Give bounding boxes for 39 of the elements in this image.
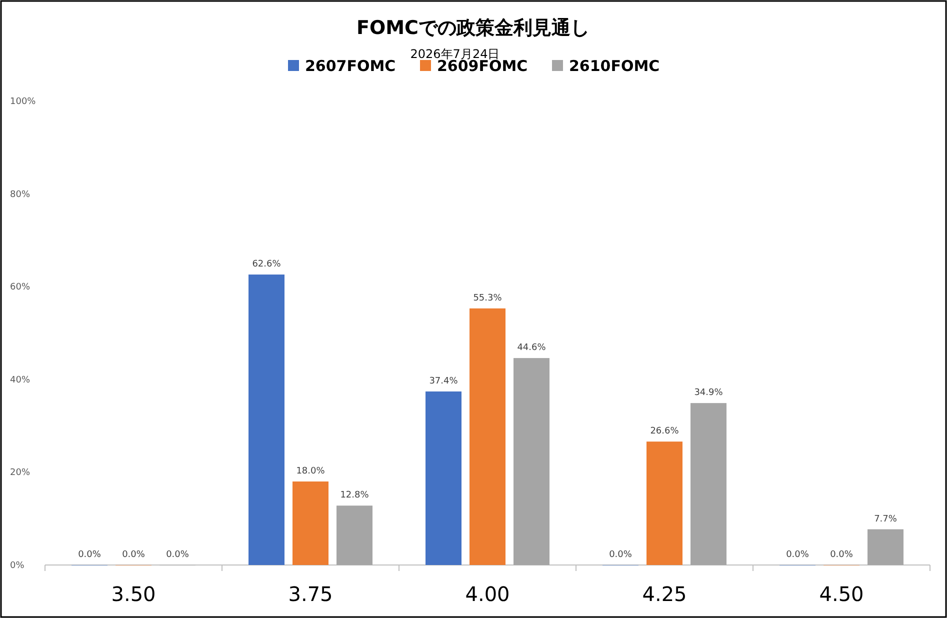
bar [248,274,284,565]
data-label: 62.6% [252,260,282,270]
bar [426,391,462,565]
data-label: 0.0% [830,550,854,560]
data-label: 26.6% [650,426,680,437]
y-tick-label: 40% [10,375,30,386]
y-tick-label: 100% [10,97,36,107]
data-label: 34.9% [694,388,724,398]
legend-label: 2610FOMC [569,57,660,75]
bar [292,481,328,565]
data-label: 12.8% [340,490,370,501]
y-tick-label: 20% [10,468,30,478]
bar [514,358,550,565]
data-label: 55.3% [473,293,502,304]
x-tick-label: 4.00 [465,582,510,606]
data-label: 0.0% [78,550,102,560]
data-label: 0.0% [166,550,190,560]
x-tick-label: 3.50 [111,582,156,606]
bar [646,442,682,565]
bar [470,308,506,565]
data-label: 37.4% [429,376,458,386]
x-tick-label: 4.50 [819,582,864,606]
y-tick-label: 80% [10,190,30,200]
x-tick-label: 4.25 [642,582,687,606]
y-tick-label: 0% [10,561,25,571]
chart-subtitle: 2026年7月24日 [410,47,500,61]
bar [690,403,726,565]
data-label: 7.7% [874,514,898,524]
x-tick-label: 3.75 [288,582,333,606]
data-label: 0.0% [786,550,810,560]
data-label: 18.0% [296,466,326,476]
legend-label: 2607FOMC [305,57,396,75]
data-label: 0.0% [609,550,632,560]
y-tick-label: 60% [10,282,30,293]
data-label: 0.0% [122,550,146,560]
data-label: 44.6% [517,343,546,354]
bar [868,529,904,565]
bar [336,506,372,565]
chart-title: FOMCでの政策金利見通し [356,17,590,39]
